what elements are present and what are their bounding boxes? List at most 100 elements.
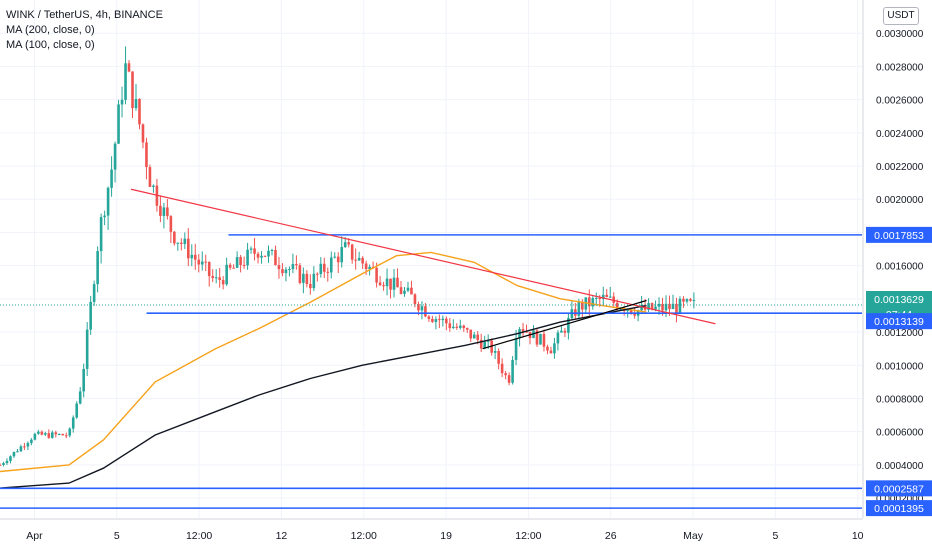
candle-body — [588, 297, 591, 307]
candle-body — [678, 298, 682, 314]
x-tick-label: 10 — [852, 530, 864, 542]
candle-body — [242, 264, 246, 266]
candle-body — [162, 207, 166, 216]
y-tick-label: 0.0004000 — [876, 461, 924, 472]
candle-body — [445, 318, 448, 324]
currency-button[interactable]: USDT — [883, 7, 919, 25]
candle-body — [169, 216, 173, 232]
candle-body — [319, 263, 323, 274]
candle-body — [504, 373, 507, 376]
candle-body — [148, 167, 152, 187]
candle-body — [204, 261, 208, 263]
candle-body — [633, 313, 636, 316]
resistance-trendline — [130, 188, 716, 325]
candle-body — [539, 333, 542, 345]
support-trendline — [482, 299, 647, 350]
y-tick-label: 0.0026000 — [876, 96, 924, 107]
candle-body — [103, 215, 106, 218]
candle-body — [563, 330, 567, 333]
x-tick-label: 5 — [114, 530, 120, 542]
candle-body — [511, 359, 514, 383]
candle-body — [417, 304, 420, 311]
price-label: 0.0013629 — [874, 294, 924, 306]
candle-body — [382, 285, 385, 287]
candle-body — [322, 263, 326, 272]
y-tick-label: 0.0012000 — [876, 328, 924, 339]
ma100-legend: MA (100, close, 0) — [6, 39, 95, 51]
candle-body — [19, 446, 23, 452]
price-label: 0.0013139 — [874, 316, 924, 328]
candle-body — [61, 433, 65, 436]
ma200-line — [0, 304, 647, 489]
candle-body — [354, 259, 357, 261]
candle-body — [51, 432, 54, 438]
candle-body — [431, 318, 434, 322]
candle-body — [675, 303, 678, 314]
candle-body — [302, 273, 305, 283]
candle-body — [190, 254, 194, 259]
symbol-title: WINK / TetherUS, 4h, BINANCE — [6, 9, 163, 21]
candle-body — [479, 339, 483, 349]
candle-body — [465, 328, 469, 330]
candle-body — [288, 268, 291, 270]
candle-body — [378, 282, 382, 286]
candle-body — [96, 251, 99, 285]
candle-body — [232, 267, 235, 269]
candle-body — [221, 280, 225, 285]
candle-body — [664, 303, 668, 311]
candle-body — [486, 340, 490, 342]
candle-body — [472, 334, 476, 339]
candle-body — [85, 329, 89, 369]
candle-body — [336, 256, 340, 263]
candle-body — [350, 244, 354, 260]
candle-body — [500, 363, 504, 374]
candle-body — [650, 303, 654, 310]
candle-body — [577, 302, 581, 316]
candle-body — [176, 242, 180, 244]
x-tick-label: May — [683, 530, 704, 542]
candle-body — [333, 256, 337, 258]
candle-body — [668, 303, 671, 310]
candle-body — [117, 104, 120, 144]
candle-body — [413, 294, 417, 305]
ma200-legend: MA (200, close, 0) — [6, 24, 95, 36]
candle-body — [249, 248, 253, 250]
candle-body — [110, 169, 113, 188]
candle-body — [44, 433, 47, 435]
candle-body — [131, 71, 134, 109]
candle-body — [197, 259, 201, 265]
plot-area — [0, 0, 862, 518]
candle-body — [75, 403, 79, 418]
candle-body — [441, 318, 445, 321]
candle-body — [82, 368, 85, 392]
candle-body — [180, 242, 183, 244]
candle-body — [211, 276, 215, 279]
candle-body — [598, 297, 602, 300]
candle-body — [277, 265, 281, 270]
candle-body — [127, 63, 131, 72]
y-tick-label: 0.0028000 — [876, 62, 924, 73]
candle-body — [253, 248, 256, 254]
candle-body — [92, 284, 96, 302]
candle-body — [438, 319, 441, 321]
candle-body — [12, 451, 16, 457]
candle-body — [612, 296, 616, 303]
x-tick-label: 12:00 — [351, 530, 377, 542]
candle-body — [89, 301, 92, 330]
candle-body — [207, 262, 211, 277]
candle-body — [26, 443, 30, 447]
candle-body — [99, 217, 103, 252]
candle-body — [225, 264, 228, 285]
candle-body — [47, 433, 51, 438]
candle-body — [343, 242, 347, 248]
candle-body — [152, 185, 155, 187]
candle-body — [124, 63, 127, 100]
candle-body — [389, 278, 392, 290]
y-tick-label: 0.0024000 — [876, 129, 924, 140]
candle-body — [448, 323, 452, 329]
candle-body — [23, 446, 26, 448]
candle-body — [692, 300, 696, 302]
candle-body — [246, 249, 249, 266]
price-label: 0.0017853 — [874, 230, 924, 242]
